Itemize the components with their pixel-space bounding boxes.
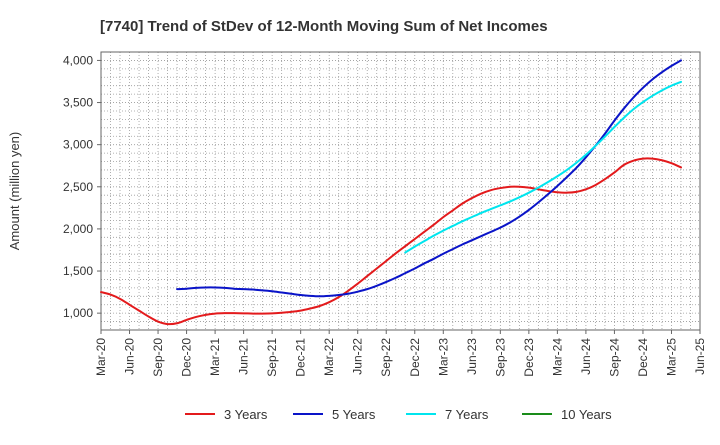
y-tick-label: 4,000 — [63, 53, 93, 67]
x-tick-label: Dec-22 — [408, 338, 422, 377]
x-tick-label: Jun-25 — [693, 338, 707, 375]
legend-label-7-years: 7 Years — [445, 407, 489, 422]
x-tick-label: Sep-22 — [379, 338, 393, 377]
y-axis-label: Amount (million yen) — [7, 132, 22, 251]
x-tick-label: Sep-21 — [265, 338, 279, 377]
chart-title: [7740] Trend of StDev of 12-Month Moving… — [100, 18, 548, 35]
x-tick-label: Sep-24 — [607, 338, 621, 377]
x-tick-label: Dec-23 — [522, 338, 536, 377]
series-lines — [100, 59, 682, 326]
x-tick-label: Mar-20 — [94, 338, 108, 376]
y-tick-label: 2,500 — [63, 180, 93, 194]
plot-area — [101, 52, 700, 330]
x-tick-label: Dec-20 — [180, 338, 194, 377]
x-tick-label: Mar-24 — [550, 338, 564, 376]
y-tick-label: 3,500 — [63, 96, 93, 110]
series-line-7-years — [404, 80, 682, 254]
gridlines — [100, 52, 701, 330]
x-tick-label: Mar-22 — [322, 338, 336, 376]
y-tick-label: 1,000 — [63, 306, 93, 320]
plot-frame — [100, 51, 701, 331]
x-tick-label: Jun-20 — [123, 338, 137, 375]
y-tick-label: 1,500 — [63, 264, 93, 278]
x-tick-label: Dec-24 — [636, 338, 650, 377]
x-tick-label: Dec-21 — [294, 338, 308, 377]
x-tick-label: Mar-21 — [208, 338, 222, 376]
x-tick-label: Jun-24 — [579, 338, 593, 375]
x-tick-label: Jun-23 — [465, 338, 479, 375]
series-line-3-years — [100, 157, 682, 326]
y-tick-label: 3,000 — [63, 138, 93, 152]
y-tick-label: 2,000 — [63, 222, 93, 236]
legend-label-5-years: 5 Years — [332, 407, 376, 422]
x-tick-label: Mar-23 — [436, 338, 450, 376]
x-tick-label: Sep-20 — [151, 338, 165, 377]
x-tick-label: Jun-21 — [237, 338, 251, 375]
x-tick-label: Mar-25 — [664, 338, 678, 376]
legend-label-3-years: 3 Years — [224, 407, 268, 422]
x-tick-label: Sep-23 — [493, 338, 507, 377]
legend-label-10-years: 10 Years — [561, 407, 612, 422]
legend: 3 Years 5 Years 7 Years 10 Years — [185, 407, 612, 422]
axes: 1,000 1,500 2,000 2,500 3,000 3,500 4,000 Mar-2… — [63, 51, 707, 377]
x-tick-label: Jun-22 — [351, 338, 365, 375]
